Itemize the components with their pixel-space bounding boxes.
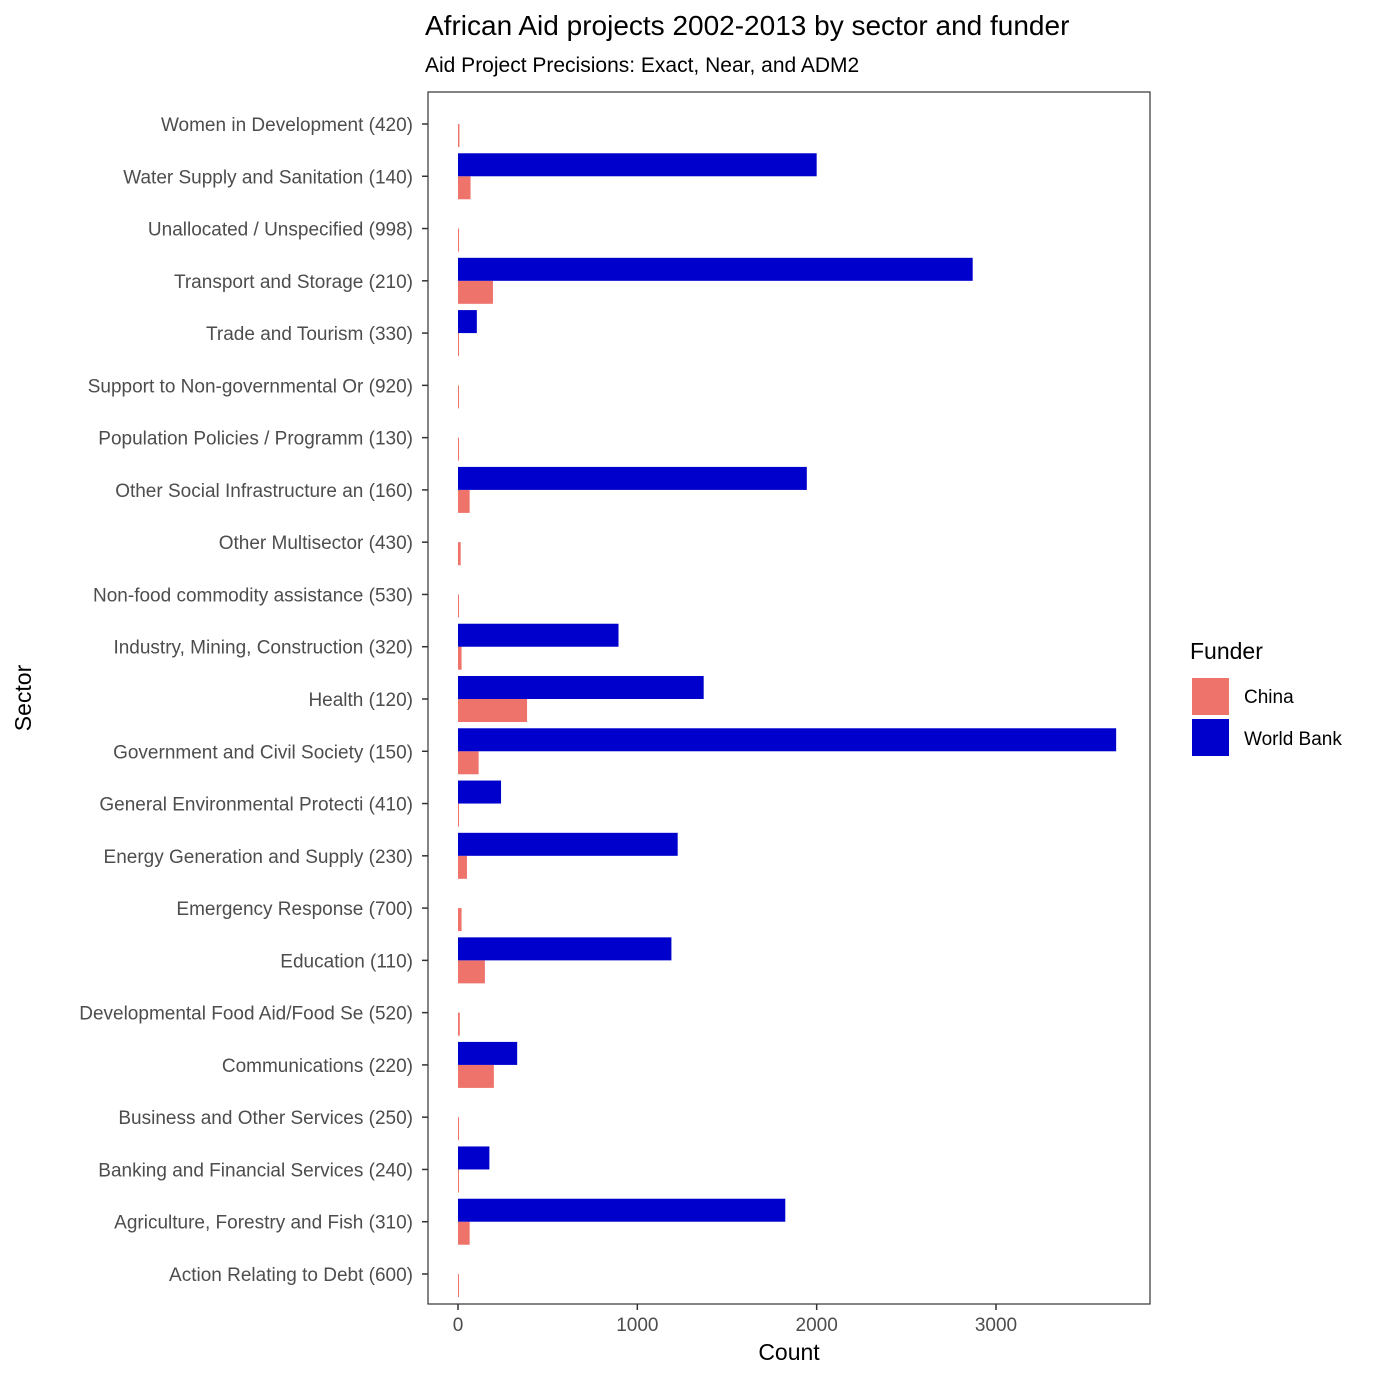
category-label: Agriculture, Forestry and Fish (310)	[114, 1213, 413, 1234]
bar-world-bank	[458, 832, 678, 856]
y-axis-title: Sector	[10, 664, 36, 731]
chart-subtitle: Aid Project Precisions: Exact, Near, and…	[425, 54, 859, 77]
category-label: Population Policies / Programm (130)	[98, 429, 413, 450]
category-label: Energy Generation and Supply (230)	[104, 847, 413, 868]
bar-china	[458, 594, 459, 618]
bar-china	[458, 1064, 494, 1088]
category-label: Business and Other Services (250)	[118, 1108, 413, 1129]
bar-china	[458, 228, 459, 252]
category-label: Communications (220)	[222, 1056, 413, 1077]
category-label: Support to Non-governmental Or (920)	[88, 376, 413, 397]
bar-china	[458, 176, 471, 200]
bar-china	[458, 437, 459, 461]
category-label: Water Supply and Sanitation (140)	[123, 167, 413, 188]
legend-swatch-world-bank	[1192, 719, 1229, 756]
bar-china	[458, 646, 462, 670]
bar-china	[458, 1221, 470, 1245]
bar-china	[458, 803, 459, 827]
bar-china	[458, 385, 459, 409]
x-axis-title: Count	[758, 1339, 820, 1365]
x-tick-label: 2000	[796, 1315, 838, 1336]
category-label: Industry, Mining, Construction (320)	[113, 638, 413, 659]
bar-china	[458, 908, 462, 932]
bar-china	[458, 960, 485, 984]
category-label: Other Multisector (430)	[219, 533, 413, 554]
category-label: Women in Development (420)	[161, 115, 413, 136]
category-label: Banking and Financial Services (240)	[98, 1160, 413, 1181]
bar-world-bank	[458, 623, 619, 647]
x-tick-label: 1000	[616, 1315, 658, 1336]
bar-world-bank	[458, 1041, 518, 1065]
bar-world-bank	[458, 780, 502, 804]
bar-world-bank	[458, 937, 672, 961]
bar-china	[458, 333, 459, 357]
category-label: Developmental Food Aid/Food Se (520)	[79, 1004, 413, 1025]
bar-china	[458, 489, 470, 513]
bar-china	[458, 542, 461, 566]
axis-ticks: 0 1000 2000 3000	[422, 123, 1017, 1336]
bar-china	[458, 280, 493, 304]
legend: Funder China World Bank	[1190, 638, 1342, 756]
bar-china	[458, 124, 460, 147]
x-tick-label: 3000	[975, 1315, 1017, 1336]
category-label: Action Relating to Debt (600)	[169, 1265, 413, 1286]
bar-china	[458, 1012, 460, 1036]
category-label: Health (120)	[308, 690, 413, 711]
bar-world-bank	[458, 257, 973, 281]
bar-china	[458, 699, 528, 722]
category-label: Government and Civil Society (150)	[113, 742, 413, 763]
bar-world-bank	[458, 728, 1117, 752]
legend-label-world-bank: World Bank	[1244, 729, 1342, 750]
bar-world-bank	[458, 1198, 786, 1222]
bar-china	[458, 1169, 459, 1193]
legend-title: Funder	[1190, 638, 1263, 664]
category-label: Unallocated / Unspecified (998)	[148, 220, 413, 241]
bar-china	[458, 855, 467, 879]
bar-china	[458, 751, 479, 775]
legend-label-china: China	[1244, 687, 1294, 708]
category-label: Transport and Storage (210)	[174, 272, 413, 293]
x-tick-label: 0	[453, 1315, 464, 1336]
category-label: Emergency Response (700)	[176, 899, 413, 920]
category-label: General Environmental Protecti (410)	[99, 795, 413, 816]
category-label: Education (110)	[280, 951, 413, 972]
bars	[458, 124, 1117, 1297]
category-label: Trade and Tourism (330)	[206, 324, 413, 345]
bar-world-bank	[458, 466, 807, 490]
bar-world-bank	[458, 1146, 490, 1170]
bar-china	[458, 1274, 459, 1297]
plot-panel-border	[427, 91, 1151, 1305]
bar-world-bank	[458, 676, 704, 699]
category-label: Non-food commodity assistance (530)	[93, 585, 413, 606]
bar-china	[458, 1117, 459, 1141]
bar-world-bank	[458, 310, 477, 334]
category-label: Other Social Infrastructure an (160)	[115, 481, 413, 502]
bar-world-bank	[458, 153, 817, 177]
legend-swatch-china	[1192, 678, 1229, 715]
category-labels: Women in Development (420) Water Supply a…	[79, 115, 413, 1286]
chart-title: African Aid projects 2002-2013 by sector…	[425, 10, 1069, 41]
